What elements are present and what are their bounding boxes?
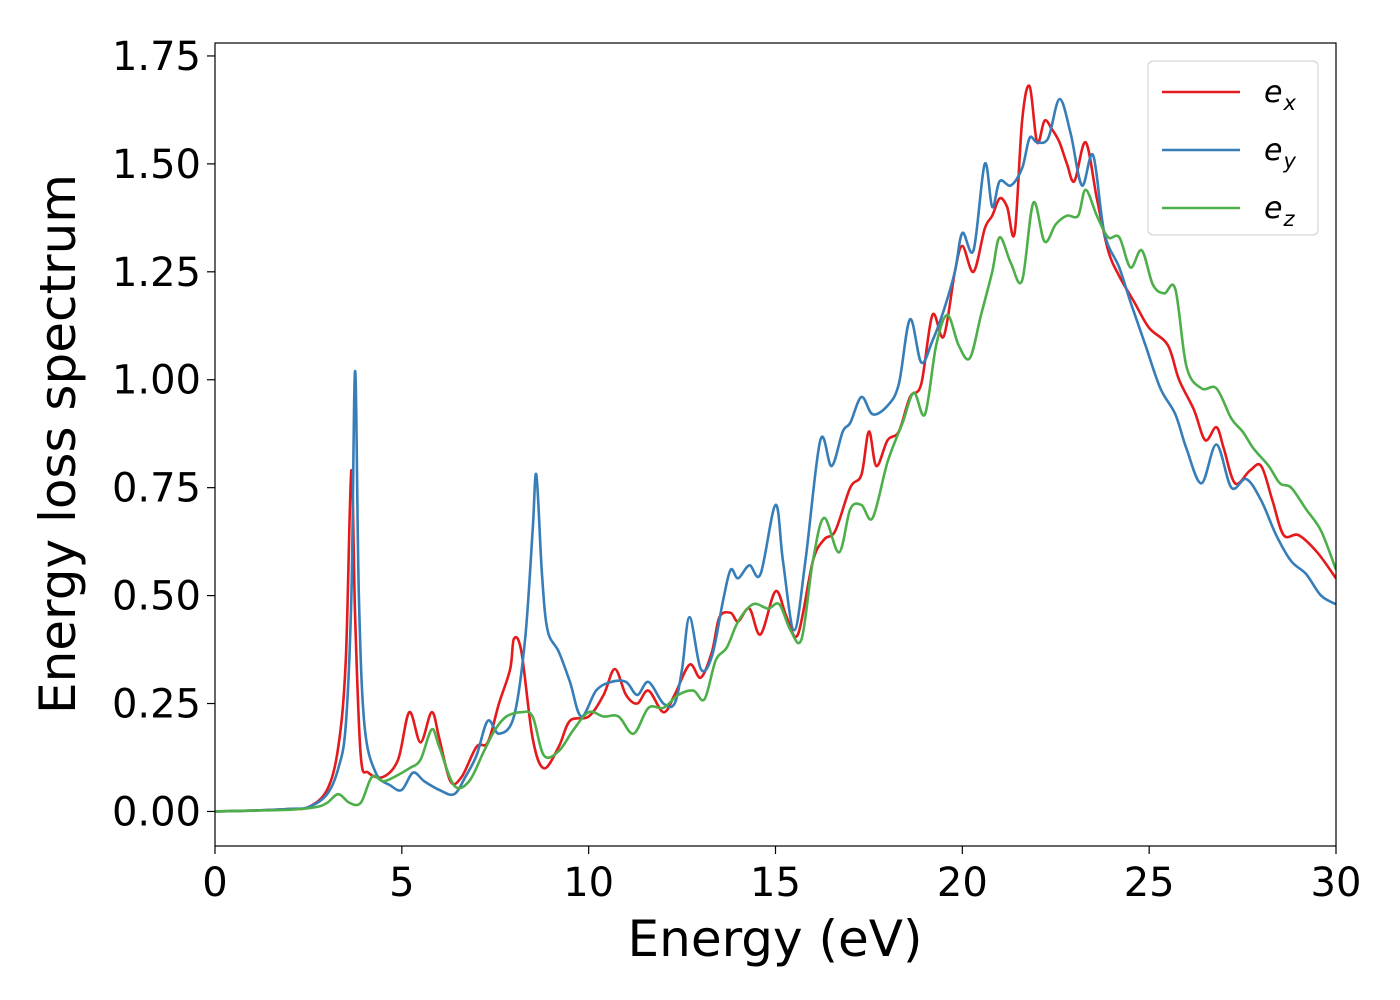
y-tick-label: 1.25 <box>112 250 201 296</box>
y-axis-label: Energy loss spectrum <box>29 174 87 714</box>
x-tick-label: 0 <box>202 860 227 906</box>
series-lines <box>215 84 1336 813</box>
x-tick-label: 5 <box>389 860 414 906</box>
series-line-x <box>215 84 1336 813</box>
x-tick-label: 25 <box>1124 860 1175 906</box>
x-axis: 0 5 10 15 20 25 30 <box>202 846 1361 906</box>
y-tick-label: 0.25 <box>112 682 201 728</box>
legend-label-y: ey <box>1264 133 1296 173</box>
x-tick-label: 15 <box>750 860 801 906</box>
y-tick-label: 1.50 <box>112 142 201 188</box>
x-tick-label: 20 <box>937 860 988 906</box>
x-tick-label: 30 <box>1311 860 1362 906</box>
legend-frame <box>1147 60 1319 236</box>
y-tick-label: 1.75 <box>112 34 201 80</box>
series-line-y <box>215 97 1336 813</box>
x-tick-label: 10 <box>563 860 614 906</box>
y-tick-label: 0.50 <box>112 574 201 620</box>
y-tick-label: 0.75 <box>112 466 201 512</box>
y-axis: 0.00 0.25 0.50 0.75 1.00 1.25 1.50 1.75 <box>112 34 215 835</box>
y-tick-label: 0.00 <box>112 789 201 835</box>
series-line-z <box>215 188 1336 813</box>
y-tick-label: 1.00 <box>112 358 201 404</box>
x-axis-label: Energy (eV) <box>628 910 923 968</box>
